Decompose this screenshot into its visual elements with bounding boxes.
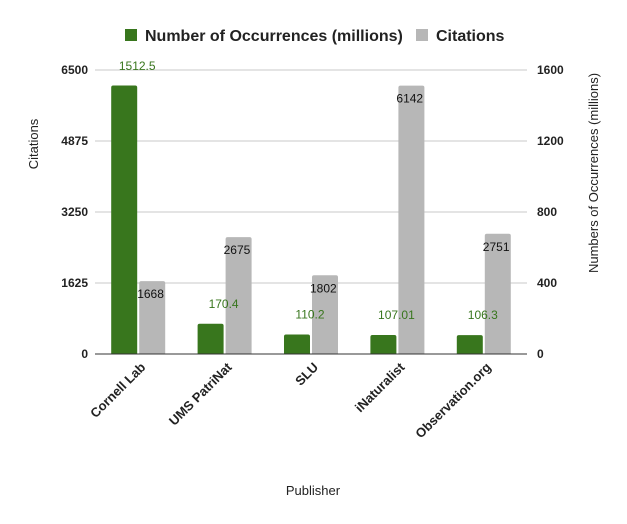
right-axis-ticks: 0 400 800 1200 1600 <box>537 63 564 361</box>
bar-citations-5 <box>484 233 511 354</box>
data-label-citations-1: 1668 <box>137 287 164 301</box>
bar-citations-3 <box>312 275 338 354</box>
legend-label-1: Number of Occurrences (millions) <box>145 28 403 45</box>
data-label-citations-3: 1802 <box>310 281 337 295</box>
right-tick-label-1: 400 <box>537 276 557 290</box>
data-label-occurrences-1: 1512.5 <box>119 59 156 73</box>
bar-citations-1 <box>139 281 166 354</box>
bar-occurrences-3 <box>284 334 310 354</box>
left-axis-ticks: 0 1625 3250 4875 6500 <box>61 63 88 361</box>
legend: Number of Occurrences (millions) Citation… <box>125 28 505 45</box>
left-tick-label-4: 6500 <box>61 63 88 77</box>
bar-occurrences-2 <box>197 323 224 354</box>
data-label-citations-2: 2675 <box>224 243 251 257</box>
bars <box>111 85 511 354</box>
right-tick-label-0: 0 <box>537 347 544 361</box>
data-label-citations-4: 6142 <box>396 92 423 106</box>
bar-occurrences-1 <box>111 85 138 354</box>
left-tick-label-2: 3250 <box>61 205 88 219</box>
left-tick-label-3: 4875 <box>61 134 88 148</box>
x-axis-title: Publisher <box>286 483 341 498</box>
right-axis-title: Numbers of Occurrences (millions) <box>586 73 601 273</box>
bar-occurrences-5 <box>456 335 483 354</box>
bar-citations-4 <box>398 85 425 354</box>
right-tick-label-2: 800 <box>537 205 557 219</box>
right-tick-label-3: 1200 <box>537 134 564 148</box>
data-label-citations-5: 2751 <box>483 240 510 254</box>
legend-label-2: Citations <box>436 28 505 45</box>
bar-citations-2 <box>225 237 252 354</box>
gridlines <box>95 69 527 284</box>
data-labels: 1512.5 1668 170.4 2675 110.2 1802 107.01 6142 10… <box>119 59 510 322</box>
bar-occurrences-4 <box>370 335 397 354</box>
left-tick-label-1: 1625 <box>61 276 88 290</box>
left-tick-label-0: 0 <box>81 347 88 361</box>
left-axis-title: Citations <box>26 118 41 169</box>
legend-swatch-1 <box>125 29 137 41</box>
data-label-occurrences-5: 106.3 <box>468 308 498 322</box>
data-label-occurrences-4: 107.01 <box>378 308 415 322</box>
data-label-occurrences-3: 110.2 <box>295 307 324 321</box>
data-label-occurrences-2: 170.4 <box>209 297 239 311</box>
right-tick-label-4: 1600 <box>537 63 564 77</box>
legend-swatch-2 <box>416 29 428 41</box>
